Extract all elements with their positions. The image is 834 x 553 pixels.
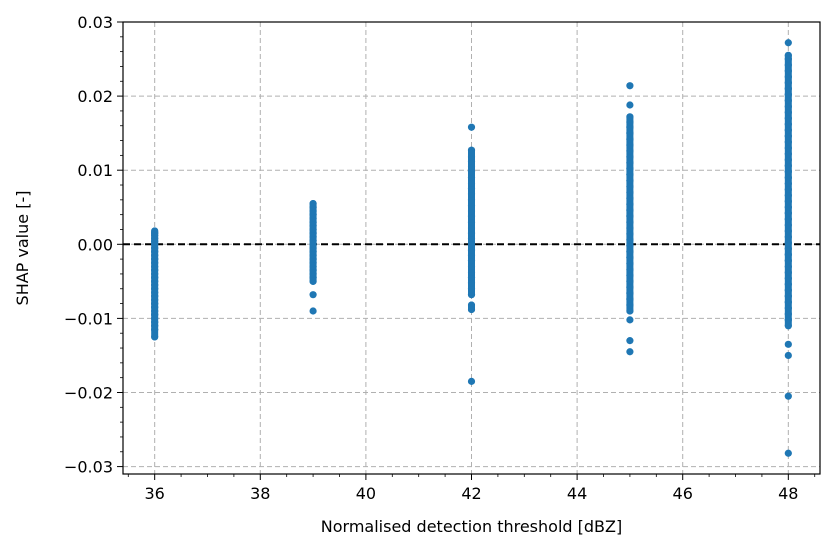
point-3-37 [626,337,634,345]
x-axis-label: Normalised detection threshold [dBZ] [321,517,622,536]
x-tick-label-6: 48 [778,484,798,503]
data-points [151,39,792,457]
axis-ticks: 36 38 40 42 44 46 48 −0.03 −0.02 −0.01 0.00 0.01 0.0… [64,13,816,503]
y-tick-label-4: 0.01 [77,161,113,180]
y-tick-label-6: 0.03 [77,13,113,32]
y-tick-label-2: −0.01 [64,309,113,328]
y-tick-label-5: 0.02 [77,87,113,106]
x-tick-label-0: 36 [145,484,165,503]
x-tick-label-4: 44 [567,484,587,503]
point-3-1 [626,101,634,109]
point-4-51 [784,449,792,457]
point-4-48 [784,340,792,348]
point-4-50 [784,392,792,400]
x-tick-label-3: 42 [461,484,481,503]
y-axis-label: SHAP value [-] [13,191,32,306]
point-1-22 [309,291,317,299]
y-tick-label-1: −0.02 [64,383,113,402]
point-4-49 [784,351,792,360]
point-2-30 [467,377,476,385]
point-3-38 [626,348,634,356]
x-tick-label-2: 40 [356,484,376,503]
y-tick-label-3: 0.00 [77,235,113,254]
point-4-0 [784,39,792,47]
point-2-0 [467,123,476,131]
y-tick-label-0: −0.03 [64,458,113,477]
point-3-0 [626,82,634,90]
point-1-23 [309,307,317,315]
x-tick-label-5: 46 [673,484,693,503]
x-tick-label-1: 38 [250,484,270,503]
point-3-36 [626,316,634,324]
